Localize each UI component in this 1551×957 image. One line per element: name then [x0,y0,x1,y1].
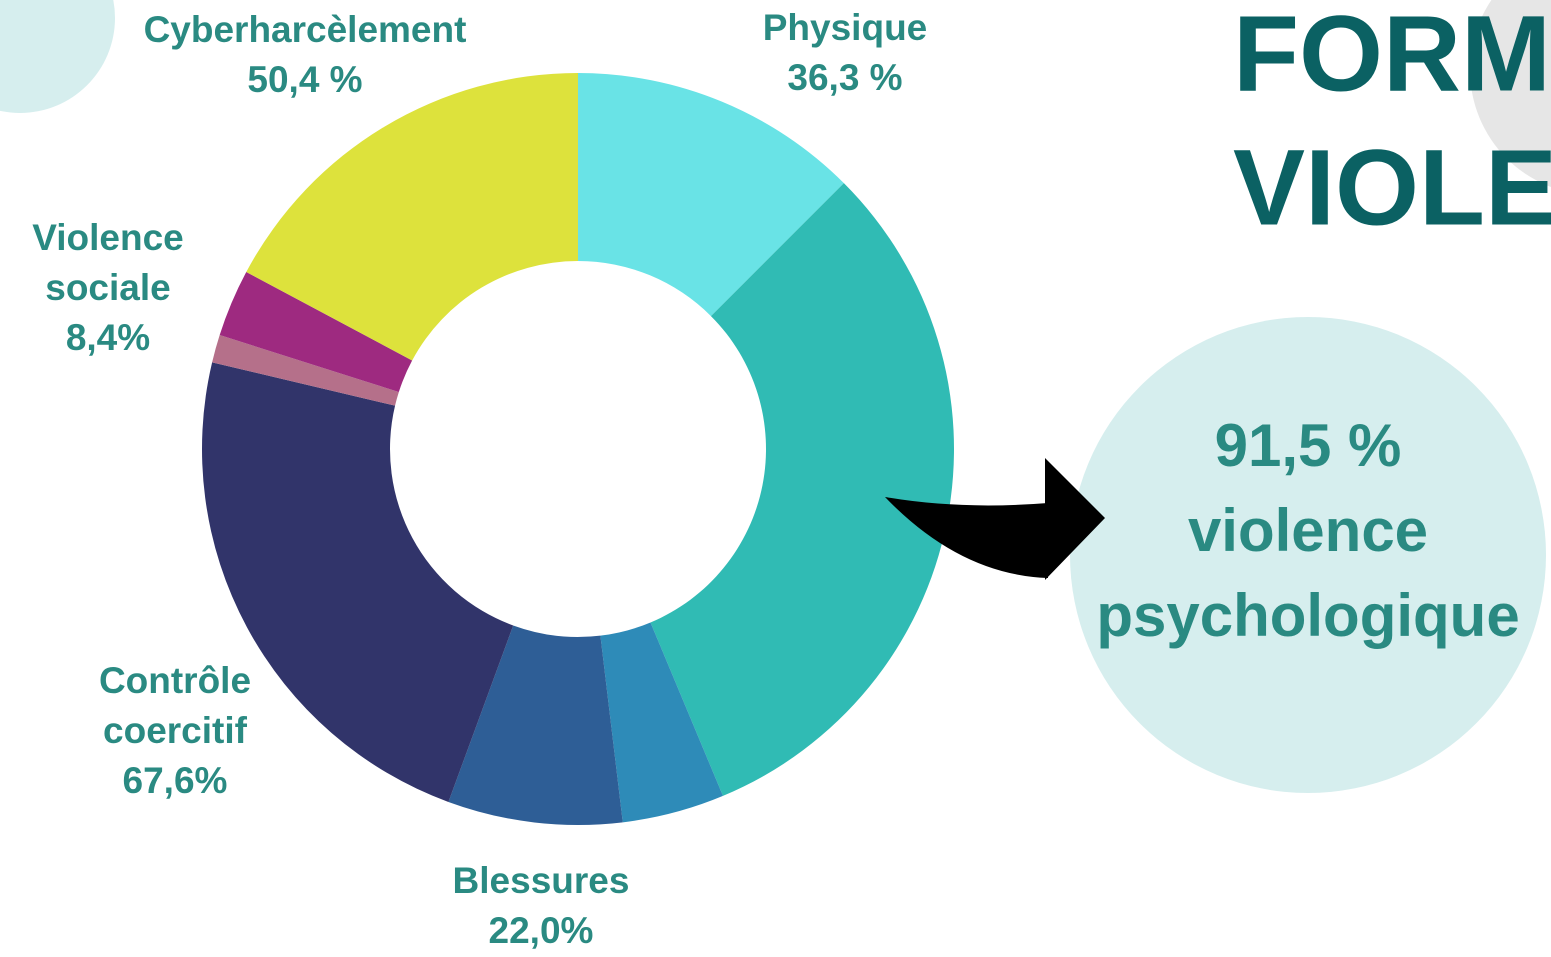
segment-label: 36,3 % [787,57,902,98]
callout-text: psychologique [1096,582,1519,649]
title-line: FORME [1233,0,1551,114]
arrow-body [885,497,1048,578]
segment-label: 67,6% [123,760,228,801]
segment-label: 50,4 % [247,59,362,100]
callout-circle [1070,317,1546,793]
donut-segment [578,73,844,317]
segment-label: Cyberharcèlement [144,9,467,50]
donut-segment [246,73,579,361]
callout-text: 91,5 % [1215,412,1402,479]
segment-label: Contrôle [99,660,251,701]
donut-segment [650,183,954,796]
donut-segment [448,625,623,825]
segment-label: Physique [763,7,928,48]
segment-label: Violence [32,217,184,258]
segment-label: 22,0% [489,910,594,951]
donut-segment [600,622,723,823]
segment-label: 8,4% [66,317,150,358]
donut-segment [212,335,399,406]
labels: Cyberharcèlement 50,4 % Physique 36,3 % Viol… [32,7,927,951]
segment-label: coercitif [103,710,248,751]
decor-circle [1470,0,1551,187]
segment-label: sociale [45,267,170,308]
donut-chart [201,73,954,825]
decor-circle [0,0,115,113]
segment-label: Blessures [453,860,630,901]
arrow-head [1045,458,1105,580]
donut-segment [201,362,514,802]
donut-segment [219,272,413,393]
callout-text: violence [1188,497,1428,564]
title-line: VIOLEN [1233,127,1551,248]
